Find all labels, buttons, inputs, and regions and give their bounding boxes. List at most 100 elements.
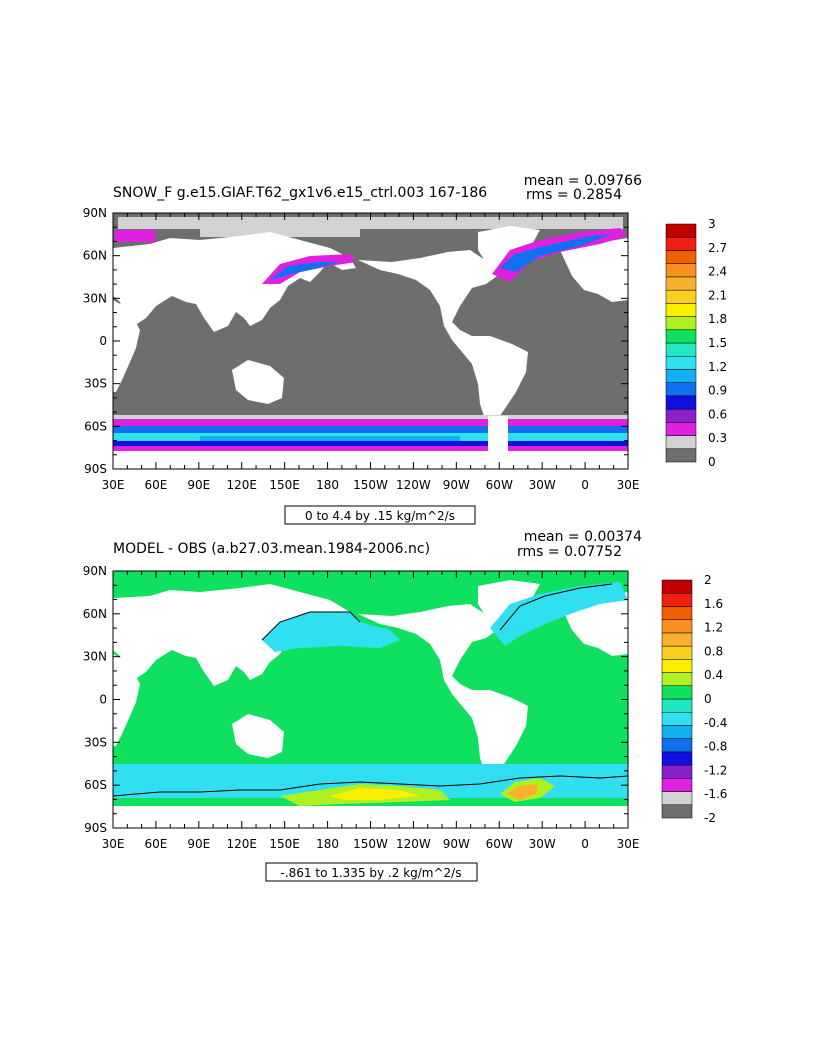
- panel1-title: SNOW_F g.e15.GIAF.T62_gx1v6.e15_ctrl.003…: [113, 185, 487, 201]
- y-tick-label: 90S: [84, 462, 107, 476]
- panel2-mean: mean = 0.00374: [524, 529, 642, 545]
- panel1-land-australia: [232, 360, 284, 404]
- panel1-axes: 90N 60N 30N 0 30S 60S 90S 30E 60E 90E 120E 150E 180 1…: [83, 206, 640, 492]
- y-tick-label: 90S: [84, 821, 107, 835]
- colorbar-swatch: [665, 342, 697, 357]
- colorbar-swatch: [665, 263, 697, 278]
- colorbar-label: 0.8: [704, 644, 723, 658]
- colorbar-label: 0.3: [708, 431, 727, 445]
- colorbar-swatch: [661, 606, 693, 620]
- panel1-land-americas: [358, 250, 528, 424]
- x-tick-label: 30W: [529, 837, 556, 851]
- panel1-land-africa: [113, 300, 140, 392]
- colorbar-label: 1.2: [708, 360, 727, 374]
- panel2-land-americas: [358, 604, 528, 778]
- colorbar-swatch: [661, 659, 693, 673]
- panel1-map: [113, 213, 628, 469]
- y-tick-label: 60S: [84, 778, 107, 792]
- colorbar-swatch: [665, 223, 697, 238]
- panel2-land-eurasia: [113, 584, 356, 686]
- panel2-anomaly-positive: [330, 788, 420, 800]
- colorbar-swatch: [661, 751, 693, 766]
- colorbar-swatch: [665, 236, 697, 251]
- colorbar-swatch: [661, 791, 693, 806]
- panel-snowfall: SNOW_F g.e15.GIAF.T62_gx1v6.e15_ctrl.003…: [83, 173, 727, 525]
- colorbar-label: 1.2: [704, 621, 723, 635]
- panel1-storm-track: [270, 262, 340, 280]
- panel1-band: [113, 426, 628, 433]
- colorbar-swatch: [665, 250, 697, 264]
- panel1-band: [113, 415, 628, 419]
- panel2-title: MODEL - OBS (a.b27.03.mean.1984-2006.nc): [113, 541, 430, 557]
- panel1-band: [488, 416, 508, 452]
- colorbar-label: 3: [708, 217, 716, 231]
- colorbar-swatch: [665, 435, 697, 450]
- colorbar-label: 2.1: [708, 288, 727, 302]
- colorbar-label: 1.8: [708, 312, 727, 326]
- panel1-land-greenland: [478, 226, 540, 276]
- panel1-arctic-ice: [200, 225, 360, 237]
- x-tick-label: 90W: [443, 478, 470, 492]
- colorbar-swatch: [665, 289, 697, 304]
- x-tick-label: 30E: [102, 478, 125, 492]
- colorbar-label: 0.6: [708, 407, 727, 421]
- x-tick-label: 180: [316, 478, 339, 492]
- y-tick-label: 60N: [83, 607, 107, 621]
- x-tick-label: 150E: [269, 478, 300, 492]
- panel2-land-africa: [113, 654, 140, 746]
- colorbar-swatch: [661, 804, 693, 819]
- panel1-rms: rms = 0.2854: [526, 187, 622, 203]
- x-tick-label: 120E: [227, 837, 258, 851]
- colorbar-swatch: [665, 276, 697, 291]
- panel2-map: [113, 571, 628, 828]
- y-tick-label: 60S: [84, 419, 107, 433]
- y-tick-label: 90N: [83, 206, 107, 220]
- panel2-anomaly-positive: [506, 784, 538, 800]
- y-tick-label: 30S: [84, 735, 107, 749]
- panel1-storm-track: [115, 230, 155, 242]
- y-tick-label: 90N: [83, 564, 107, 578]
- x-tick-label: 60W: [486, 837, 513, 851]
- colorbar-label: 1.5: [708, 336, 727, 350]
- panel1-range-label: 0 to 4.4 by .15 kg/m^2/s: [305, 509, 455, 523]
- colorbar-swatch: [665, 422, 697, 436]
- panel1-band: [113, 419, 628, 426]
- colorbar-label: -0.8: [704, 740, 727, 754]
- colorbar-swatch: [665, 408, 697, 423]
- x-tick-label: 90W: [443, 837, 470, 851]
- colorbar-swatch: [661, 738, 693, 753]
- x-tick-label: 150W: [353, 478, 388, 492]
- x-tick-label: 0: [581, 837, 589, 851]
- colorbar-swatch: [661, 592, 693, 607]
- panel2-range-box: [265, 862, 478, 882]
- colorbar-label: 0.9: [708, 384, 727, 398]
- colorbar-swatch: [661, 579, 693, 594]
- colorbar-label: 1.6: [704, 597, 723, 611]
- panel2-contour: [261, 611, 361, 641]
- y-tick-label: 60N: [83, 249, 107, 263]
- y-tick-label: 30N: [83, 291, 107, 305]
- panel1-band: [200, 436, 460, 442]
- colorbar-swatch: [665, 329, 697, 344]
- panel1-band: [113, 441, 628, 446]
- panel2-anomaly: [262, 612, 400, 652]
- panel1-mean: mean = 0.09766: [524, 173, 642, 189]
- panel1-range-box: [284, 505, 476, 525]
- x-tick-label: 120W: [396, 837, 431, 851]
- x-tick-label: 90E: [187, 478, 210, 492]
- colorbar-swatch: [661, 619, 693, 634]
- x-tick-label: 60E: [144, 837, 167, 851]
- colorbar-label: -1.2: [704, 763, 727, 777]
- panel2-rms: rms = 0.07752: [517, 544, 622, 560]
- panel2-axes: 90N 60N 30N 0 30S 60S 90S 30E 60E 90E 120E 150E 180 1…: [83, 564, 640, 851]
- x-tick-label: 150W: [353, 837, 388, 851]
- colorbar-label: 0: [704, 692, 712, 706]
- panel1-colorbar: 3 2.7 2.4 2.1 1.8 1.5 1.2 0.9 0.6 0.3 0: [665, 217, 727, 469]
- colorbar-swatch: [665, 395, 697, 410]
- colorbar-swatch: [665, 448, 697, 463]
- x-tick-label: 60W: [486, 478, 513, 492]
- panel-model-minus-obs: MODEL - OBS (a.b27.03.mean.1984-2006.nc)…: [83, 529, 727, 882]
- colorbar-swatch: [661, 725, 693, 739]
- x-tick-label: 30E: [617, 837, 640, 851]
- panel2-land-greenland: [478, 580, 540, 630]
